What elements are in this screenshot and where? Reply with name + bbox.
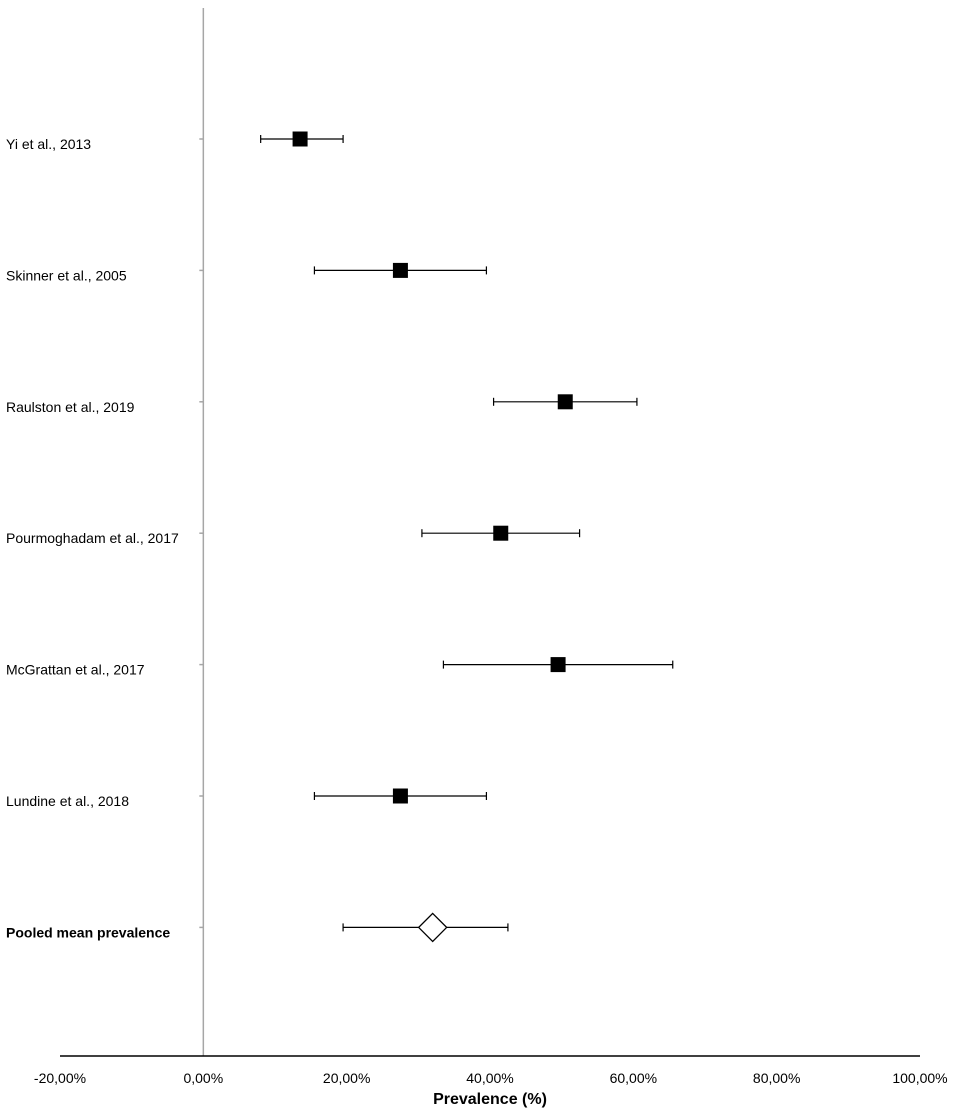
study-row: Skinner et al., 2005 <box>6 262 488 283</box>
pooled-row: Pooled mean prevalence <box>6 912 509 943</box>
study-row: Pourmoghadam et al., 2017 <box>6 525 581 546</box>
x-tick-label: 60,00% <box>610 1070 657 1086</box>
study-label: McGrattan et al., 2017 <box>6 662 145 678</box>
study-row: Raulston et al., 2019 <box>6 394 638 415</box>
point-estimate-square <box>557 394 573 410</box>
x-tick-label: 20,00% <box>323 1070 370 1086</box>
pooled-estimate-diamond <box>417 912 448 943</box>
x-tick-label: 0,00% <box>183 1070 223 1086</box>
pooled-label: Pooled mean prevalence <box>6 924 170 940</box>
point-estimate-square <box>392 788 408 804</box>
point-estimate-square <box>493 525 509 541</box>
x-tick-label: 40,00% <box>466 1070 513 1086</box>
point-estimate-square <box>392 262 408 278</box>
x-tick-label: 80,00% <box>753 1070 800 1086</box>
study-label: Lundine et al., 2018 <box>6 793 129 809</box>
study-row: Lundine et al., 2018 <box>6 788 488 809</box>
study-rows: Yi et al., 2013 Skinner et al., 2005 Rauls… <box>6 131 674 943</box>
x-tick-label: -20,00% <box>34 1070 86 1086</box>
x-axis-title: Prevalence (%) <box>433 1091 547 1108</box>
study-row: McGrattan et al., 2017 <box>6 657 674 678</box>
study-row: Yi et al., 2013 <box>6 131 344 152</box>
x-tick-label: 100,00% <box>892 1070 947 1086</box>
study-label: Skinner et al., 2005 <box>6 267 127 283</box>
point-estimate-square <box>292 131 308 147</box>
x-axis-ticks: -20,00% 0,00% 20,00% 40,00% 60,00% 80,00% 100,… <box>34 1070 948 1086</box>
study-label: Raulston et al., 2019 <box>6 399 135 415</box>
study-label: Yi et al., 2013 <box>6 136 91 152</box>
study-label: Pourmoghadam et al., 2017 <box>6 530 179 546</box>
point-estimate-square <box>550 657 566 673</box>
